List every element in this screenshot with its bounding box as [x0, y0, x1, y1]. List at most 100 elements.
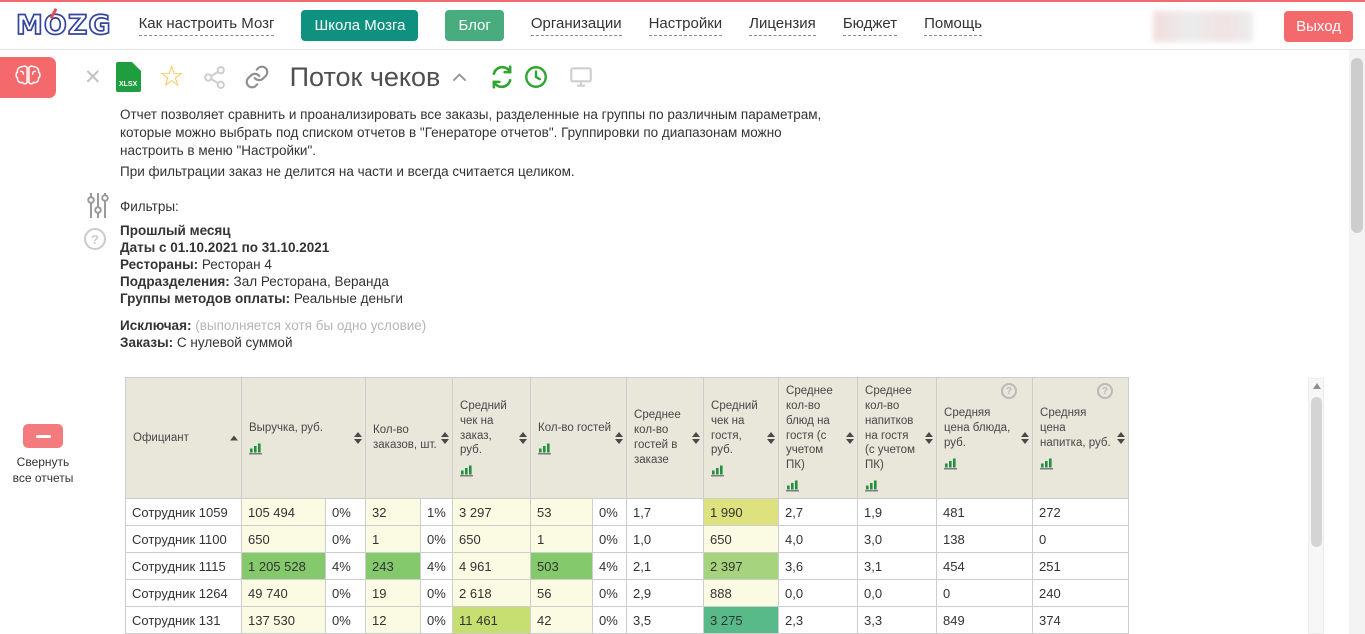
share-icon[interactable]	[202, 65, 227, 90]
nav-link-budget[interactable]: Бюджет	[842, 15, 898, 36]
value-cell: 12	[365, 606, 422, 634]
value-cell: 3 275	[703, 606, 780, 634]
collapse-all-reports-label: Свернуть все отчеты	[12, 455, 74, 485]
column-header-label: Среднее кол-во напитков на гостя (с учет…	[865, 384, 915, 472]
scrollbar-up-arrow-icon[interactable]	[1313, 383, 1321, 389]
bar-chart-icon[interactable]	[460, 465, 515, 477]
nav-button-school[interactable]: Школа Мозга	[301, 10, 419, 41]
value-cell: 503	[530, 552, 594, 580]
value-cell: 0%	[420, 525, 454, 553]
column-header[interactable]: Среднее кол-во блюд на гостя (с учетом П…	[778, 377, 859, 499]
value-cell: 2,7	[778, 498, 859, 526]
sort-icon[interactable]	[615, 432, 624, 444]
column-header-label: Средняя цена напитка, руб.	[1040, 407, 1111, 449]
logo-text: MOZG	[15, 9, 112, 42]
bar-chart-icon[interactable]	[865, 480, 921, 492]
value-cell: 0%	[592, 498, 628, 526]
nav-link-how-to-setup[interactable]: Как настроить Мозг	[138, 15, 275, 36]
column-header[interactable]: Средняя цена напитка, руб.?	[1032, 377, 1130, 499]
value-cell: 3,0	[857, 525, 938, 553]
column-header[interactable]: Среднее кол-во гостей в заказе	[626, 377, 705, 499]
bar-chart-icon[interactable]	[249, 443, 350, 455]
bar-chart-icon[interactable]	[538, 443, 611, 455]
nav-link-license[interactable]: Лицензия	[749, 15, 816, 36]
column-header-label: Выручка, руб.	[249, 422, 323, 435]
schedule-clock-icon[interactable]	[523, 64, 549, 90]
value-cell: 53	[530, 498, 594, 526]
column-header-label: Кол-во гостей	[538, 422, 612, 435]
sort-icon[interactable]	[230, 435, 238, 441]
employee-cell[interactable]: Сотрудник 1100	[125, 525, 242, 553]
column-header-label: Средний чек на заказ, руб.	[460, 399, 507, 457]
value-cell: 0%	[592, 606, 628, 634]
value-cell: 0	[1032, 525, 1130, 553]
collapse-report-chevron-icon[interactable]	[452, 72, 467, 82]
column-header[interactable]: Официант	[125, 377, 242, 499]
employee-cell[interactable]: Сотрудник 1264	[125, 579, 242, 607]
filters-heading: Фильтры:	[120, 199, 179, 214]
column-header[interactable]: Кол-во гостей	[530, 377, 628, 499]
description-paragraph: Отчет позволяет сравнить и проанализиров…	[120, 107, 822, 158]
reports-sidebar-tab[interactable]	[0, 57, 56, 98]
employee-cell[interactable]: Сотрудник 131	[125, 606, 242, 634]
help-icon[interactable]: ?	[1001, 383, 1018, 399]
value-cell: 56	[530, 579, 594, 607]
page-scrollbar-thumb[interactable]	[1351, 58, 1363, 233]
filter-period: Прошлый месяц	[120, 223, 231, 238]
nav-link-organizations[interactable]: Организации	[530, 15, 622, 36]
employee-cell[interactable]: Сотрудник 1115	[125, 552, 242, 580]
report-title: Поток чеков	[289, 61, 441, 92]
help-icon[interactable]: ?	[1097, 383, 1114, 399]
bar-chart-icon[interactable]	[711, 465, 763, 477]
column-header[interactable]: Выручка, руб.	[240, 377, 367, 499]
refresh-icon[interactable]	[489, 64, 515, 90]
close-report-icon[interactable]: ✕	[84, 65, 102, 89]
value-cell: 240	[1032, 579, 1130, 607]
table-scrollbar-thumb[interactable]	[1311, 397, 1322, 547]
help-circle-icon[interactable]: ?	[84, 228, 106, 250]
employee-cell[interactable]: Сотрудник 1059	[125, 498, 242, 526]
column-header[interactable]: Кол-во заказов, шт.	[365, 377, 454, 499]
column-header[interactable]: Средний чек на гостя, руб.	[703, 377, 780, 499]
column-header[interactable]: Средняя цена блюда, руб.?	[936, 377, 1034, 499]
sort-icon[interactable]	[925, 432, 934, 444]
sort-icon[interactable]	[692, 432, 701, 444]
sort-icon[interactable]	[846, 432, 855, 444]
nav-button-blog[interactable]: Блог	[445, 10, 504, 41]
value-cell: 0%	[324, 525, 367, 553]
value-cell: 0%	[592, 579, 628, 607]
bar-chart-icon[interactable]	[786, 480, 842, 492]
filter-excluding: Исключая: (выполняется хотя бы одно усло…	[120, 318, 427, 333]
report-description: Отчет позволяет сравнить и проанализиров…	[120, 106, 825, 181]
bar-chart-icon[interactable]	[944, 458, 1017, 470]
top-navigation: MOZG Как настроить Мозг Школа Мозга Блог…	[0, 2, 1365, 50]
value-cell: 0%	[324, 498, 367, 526]
page-scrollbar[interactable]	[1349, 50, 1365, 634]
column-header[interactable]: Среднее кол-во напитков на гостя (с учет…	[857, 377, 938, 499]
collapse-all-reports-button[interactable]	[23, 424, 63, 448]
sort-icon[interactable]	[519, 432, 528, 444]
value-cell: 374	[1032, 606, 1130, 634]
value-cell: 1	[365, 525, 422, 553]
sort-icon[interactable]	[1021, 432, 1030, 444]
export-xlsx-icon[interactable]: XLSX	[115, 62, 141, 92]
sort-icon[interactable]	[767, 432, 776, 444]
column-header[interactable]: Средний чек на заказ, руб.	[452, 377, 532, 499]
report-table-container: Официант Выручка, руб. Кол-во заказов, шт.…	[125, 377, 1131, 634]
logout-button[interactable]: Выход	[1284, 11, 1353, 42]
sort-icon[interactable]	[354, 432, 363, 444]
bar-chart-icon[interactable]	[1040, 458, 1113, 470]
nav-link-settings[interactable]: Настройки	[648, 15, 723, 36]
permalink-icon[interactable]	[244, 64, 270, 90]
column-header-label: Средняя цена блюда, руб.	[944, 407, 1011, 449]
monitor-icon[interactable]	[567, 64, 595, 90]
logo[interactable]: MOZG	[15, 7, 112, 42]
redacted-user-info	[1153, 11, 1253, 42]
favorite-star-icon[interactable]: ☆	[158, 60, 185, 93]
value-cell: 11 461	[452, 606, 532, 634]
nav-link-help[interactable]: Помощь	[924, 15, 983, 36]
value-cell: 49 740	[241, 579, 326, 607]
table-scrollbar[interactable]	[1308, 378, 1324, 634]
sort-icon[interactable]	[1117, 432, 1126, 444]
sort-icon[interactable]	[441, 432, 450, 444]
